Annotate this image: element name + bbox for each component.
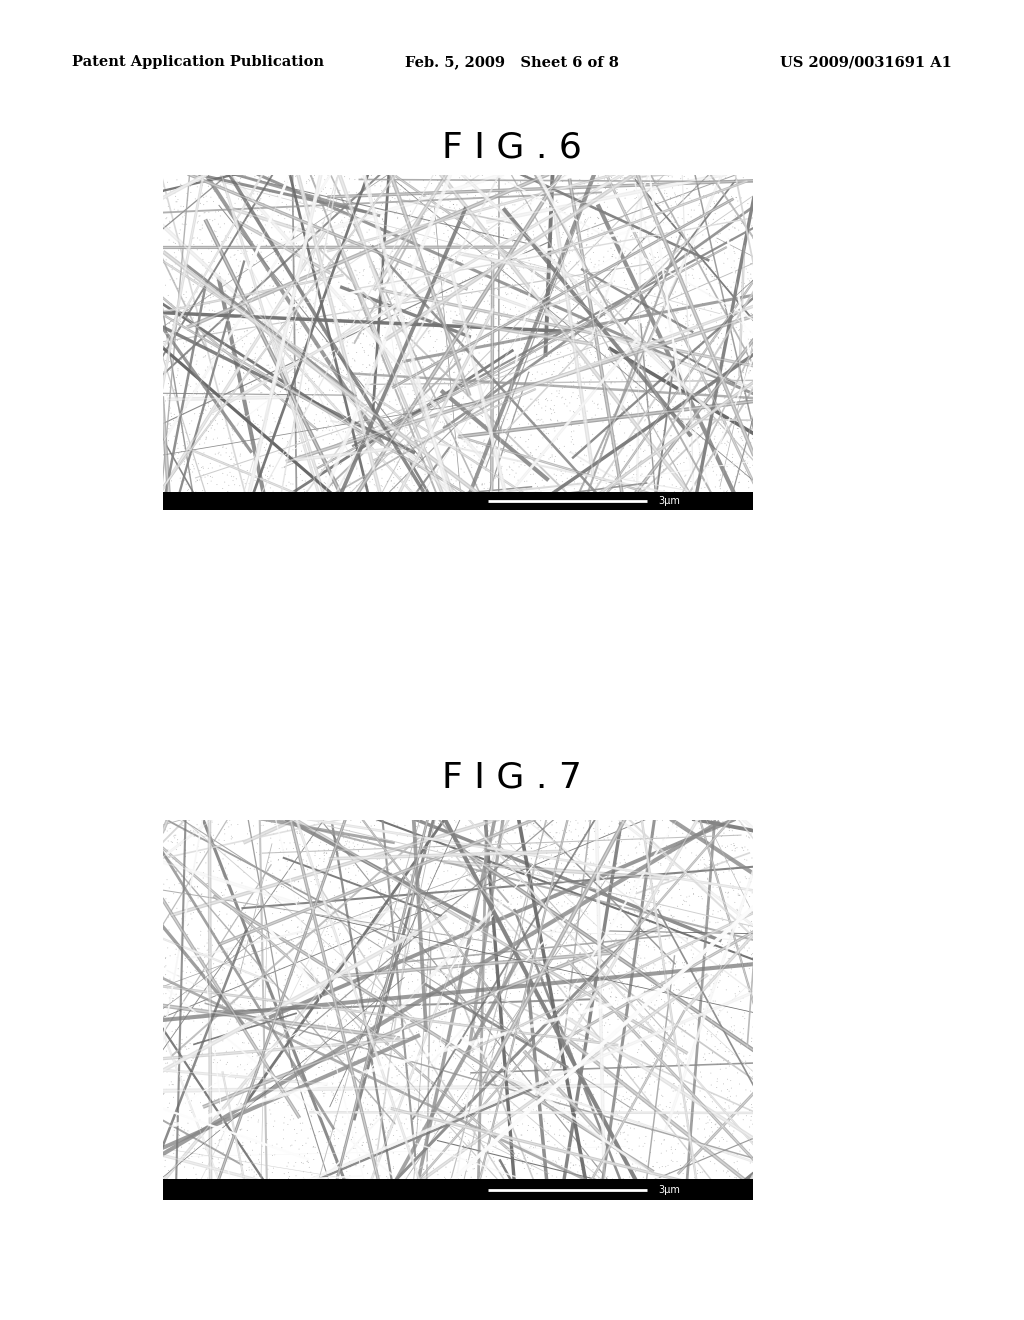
- Text: F I G . 6: F I G . 6: [442, 131, 582, 165]
- Text: Feb. 5, 2009   Sheet 6 of 8: Feb. 5, 2009 Sheet 6 of 8: [406, 55, 618, 69]
- Text: Patent Application Publication: Patent Application Publication: [72, 55, 324, 69]
- Text: US 2009/0031691 A1: US 2009/0031691 A1: [780, 55, 952, 69]
- Text: F I G . 7: F I G . 7: [442, 762, 582, 795]
